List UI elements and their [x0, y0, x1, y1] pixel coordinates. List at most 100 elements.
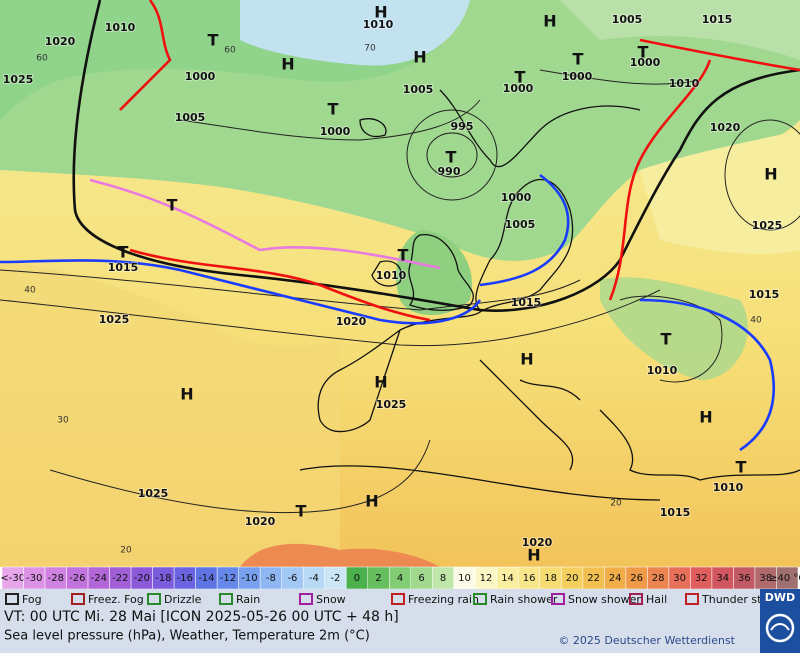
legend-label: Rain shower [490, 593, 558, 606]
isotherm-label: 40 [750, 316, 762, 326]
pressure-center: T [398, 246, 409, 265]
scale-label: 30 [673, 573, 686, 584]
pressure-center: T [661, 330, 672, 349]
scale-label: 10 [458, 573, 471, 584]
scale-label: -14 [198, 573, 214, 584]
pressure-label: 1025 [99, 313, 130, 326]
isotherm-label: 40 [24, 286, 36, 296]
pressure-label: 1000 [630, 56, 661, 69]
temperature-scale: <-30 -30 -28 -26 -24 -22 -20 -18 -16 -14 -12 -10 -8-… [0, 566, 800, 590]
pressure-label: 1010 [376, 269, 407, 282]
pressure-center: H [543, 12, 556, 31]
scale-label: 2 [375, 573, 381, 584]
pressure-label: 1015 [108, 261, 139, 274]
scale-label: <-30 [0, 573, 25, 584]
scale-label: 34 [716, 573, 729, 584]
map-background [0, 0, 800, 567]
pressure-label: 1020 [710, 121, 741, 134]
pressure-center: T [638, 43, 649, 62]
scale-label: 0 [354, 573, 360, 584]
isotherm-label: 20 [610, 499, 622, 509]
pressure-label: 1000 [503, 82, 534, 95]
scale-label: -28 [48, 573, 64, 584]
scale-label: 28 [652, 573, 665, 584]
pressure-label: 1020 [522, 536, 553, 549]
isotherm-label: 60 [36, 54, 48, 64]
legend-icon [551, 593, 565, 605]
scale-label: 6 [418, 573, 424, 584]
pressure-label: 1010 [669, 77, 700, 90]
legend-label: Snow shower [568, 593, 641, 606]
pressure-center: T [118, 243, 129, 262]
isobars [0, 69, 800, 514]
map-labels: 1010 1020 1025 1000 1005 1010 1005 1000 995 990 10… [2, 3, 784, 565]
pressure-center: T [515, 68, 526, 87]
scale-label: -12 [220, 573, 236, 584]
pressure-center: H [180, 385, 193, 404]
scale-label: -6 [287, 573, 297, 584]
scale-label: 38 [759, 573, 772, 584]
pressure-label: 1010 [105, 21, 136, 34]
scale-label: 4 [397, 573, 403, 584]
scale-label: -30 [26, 573, 42, 584]
legend-icon [473, 593, 487, 605]
pressure-center: T [446, 148, 457, 167]
scale-label: -10 [241, 573, 257, 584]
scale-label: 8 [440, 573, 446, 584]
scale-label: -24 [91, 573, 107, 584]
legend-label: Freez. Fog [88, 593, 144, 606]
footer-panel [0, 589, 800, 653]
pressure-label: 1015 [702, 13, 733, 26]
isotherm-label: 60 [224, 46, 236, 56]
scale-label: 24 [609, 573, 622, 584]
pressure-center: T [736, 458, 747, 477]
pressure-center: H [365, 492, 378, 511]
pressure-label: 1005 [175, 111, 206, 124]
pressure-center: H [413, 48, 426, 67]
isotherm-label: 30 [57, 416, 69, 426]
pressure-label: 1025 [752, 219, 783, 232]
pressure-label: 1000 [185, 70, 216, 83]
scale-label: -18 [155, 573, 171, 584]
legend-label: Rain [236, 593, 260, 606]
coastlines [299, 89, 800, 501]
pressure-center: H [699, 408, 712, 427]
scale-label: 20 [566, 573, 579, 584]
pressure-center: T [167, 196, 178, 215]
logo-text: DWD [765, 591, 795, 604]
legend-label: Freezing rain [408, 593, 479, 606]
scale-label: 26 [630, 573, 643, 584]
pressure-label: 1005 [403, 83, 434, 96]
pressure-center: H [764, 165, 777, 184]
pressure-label: 1010 [647, 364, 678, 377]
scale-label: -20 [134, 573, 150, 584]
pressure-label: 1015 [660, 506, 691, 519]
pressure-label: 1005 [505, 218, 536, 231]
legend-icon [5, 593, 19, 605]
scale-label: ≥40 °C [769, 573, 800, 584]
scale-label: 14 [501, 573, 514, 584]
pressure-label: 1000 [501, 191, 532, 204]
scale-label: 32 [695, 573, 708, 584]
pressure-center: H [281, 55, 294, 74]
pressure-label: 1015 [511, 296, 542, 309]
legend-label: Snow [316, 593, 346, 606]
scale-label: 36 [738, 573, 751, 584]
description: Sea level pressure (hPa), Weather, Tempe… [4, 629, 370, 644]
pressure-center: H [520, 350, 533, 369]
scale-label: 16 [523, 573, 536, 584]
scale-label: -26 [69, 573, 85, 584]
pressure-label: 995 [451, 120, 474, 133]
pressure-label: 1025 [3, 73, 34, 86]
pressure-center: T [208, 31, 219, 50]
legend-icon [71, 593, 85, 605]
pressure-label: 1010 [363, 18, 394, 31]
legend-icon [391, 593, 405, 605]
pressure-label: 990 [438, 165, 461, 178]
pressure-label: 1020 [245, 515, 276, 528]
pressure-center: T [328, 100, 339, 119]
scale-label: -8 [266, 573, 276, 584]
legend-label: Fog [22, 593, 42, 606]
